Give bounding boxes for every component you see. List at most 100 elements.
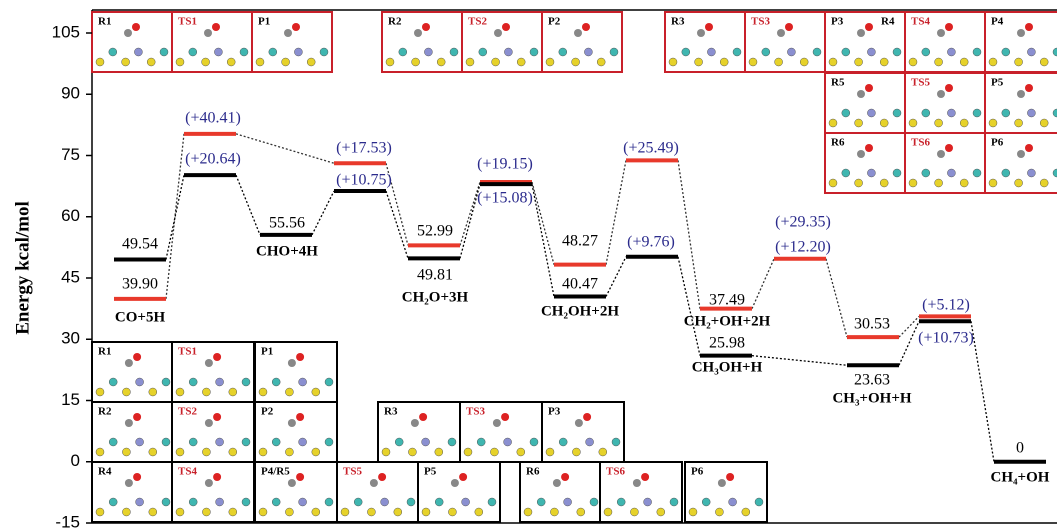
energy-label: (+20.64): [185, 151, 241, 168]
atom: [394, 508, 402, 516]
atom: [502, 23, 510, 31]
atom: [829, 58, 837, 66]
atom: [935, 179, 943, 187]
atom: [422, 23, 430, 31]
inset-label: P1: [261, 346, 273, 358]
inset-label: R1: [98, 346, 111, 358]
atom: [1002, 169, 1010, 177]
atom: [216, 378, 224, 386]
atom: [312, 508, 320, 516]
atom: [857, 29, 865, 37]
atom: [644, 498, 652, 506]
atom: [160, 48, 168, 56]
atom: [657, 508, 665, 516]
atom: [705, 23, 713, 31]
atom: [299, 438, 307, 446]
atom: [1002, 109, 1010, 117]
connector: [678, 257, 700, 356]
inset-label: P4/R5: [261, 466, 290, 478]
inset-label: P5: [424, 466, 437, 478]
atom: [720, 58, 728, 66]
species-label: CH₃OH+H: [692, 359, 763, 375]
atom: [597, 58, 605, 66]
atom: [504, 438, 512, 446]
atom: [945, 23, 953, 31]
atom: [729, 498, 737, 506]
species-label: CHO+4H: [256, 243, 318, 259]
species-label: CH₂+OH+2H: [684, 313, 771, 329]
atom: [960, 119, 968, 127]
atom: [855, 119, 863, 127]
energy-label: 0: [1016, 440, 1024, 457]
y-tick-label: 0: [71, 451, 80, 470]
atom: [256, 58, 264, 66]
atom: [880, 58, 888, 66]
atom: [386, 58, 394, 66]
atom: [424, 48, 432, 56]
inset-label: R6: [526, 466, 540, 478]
atom: [857, 90, 865, 98]
energy-label: 55.56: [269, 215, 305, 232]
atom: [842, 169, 850, 177]
atom: [842, 48, 850, 56]
atom: [96, 448, 104, 456]
atom: [1040, 179, 1048, 187]
inset-label: R2: [388, 16, 402, 28]
atom: [973, 109, 981, 117]
energy-label: 49.54: [122, 236, 158, 253]
energy-label: (+40.41): [185, 110, 241, 127]
atom: [325, 498, 333, 506]
connector: [971, 321, 994, 461]
atom: [162, 438, 170, 446]
atom: [945, 84, 953, 92]
atom: [259, 388, 267, 396]
atom: [612, 438, 620, 446]
atom: [213, 413, 221, 421]
connector: [236, 134, 334, 163]
atom: [462, 498, 470, 506]
atom: [475, 508, 483, 516]
atom: [109, 498, 117, 506]
atom: [294, 48, 302, 56]
atom: [742, 508, 750, 516]
atom: [909, 119, 917, 127]
atom: [1027, 169, 1035, 177]
inset-label: R3: [384, 406, 398, 418]
atom: [880, 179, 888, 187]
energy-label: 39.90: [122, 276, 158, 293]
atom: [630, 508, 638, 516]
y-tick-label: 105: [52, 22, 80, 41]
inset-label: P6: [991, 137, 1004, 149]
atom: [412, 58, 420, 66]
atom: [382, 448, 390, 456]
energy-label: 48.27: [562, 233, 598, 250]
atom: [599, 448, 607, 456]
atom: [202, 58, 210, 66]
atom: [762, 48, 770, 56]
atom: [205, 479, 213, 487]
inset-label: R4: [98, 466, 112, 478]
atom: [296, 353, 304, 361]
atom: [189, 48, 197, 56]
atom: [922, 169, 930, 177]
atom: [242, 378, 250, 386]
energy-label: (+17.53): [336, 140, 392, 157]
atom: [492, 58, 500, 66]
inset-label: TS6: [606, 466, 625, 478]
inset-label: R3: [671, 16, 685, 28]
energy-label: (+10.73): [918, 330, 974, 347]
energy-label: 30.53: [854, 316, 890, 333]
atom: [162, 498, 170, 506]
y-tick-label: 15: [61, 390, 80, 409]
inset-label: TS6: [911, 137, 930, 149]
atom: [122, 448, 130, 456]
atom: [411, 419, 419, 427]
atom: [96, 58, 104, 66]
atom: [122, 58, 130, 66]
atom: [702, 498, 710, 506]
connector: [236, 175, 260, 235]
inset-label: TS4: [178, 466, 197, 478]
energy-label: (+29.35): [775, 214, 831, 231]
atom: [922, 48, 930, 56]
atom: [176, 508, 184, 516]
